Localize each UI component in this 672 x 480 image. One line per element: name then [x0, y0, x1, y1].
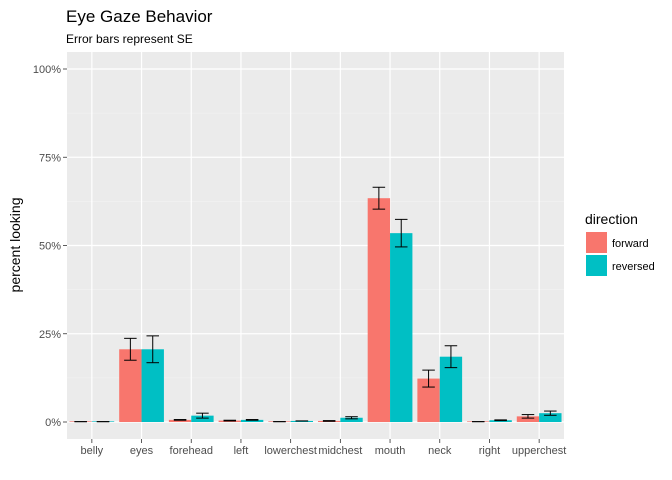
x-tick-label: lowerchest: [264, 445, 317, 457]
y-axis-ticks: 0% 25% 50% 75% 100%: [33, 64, 67, 429]
bar-forward-eyes: [119, 349, 142, 422]
bar-forward-neck: [417, 378, 440, 422]
bar-forward-mouth: [367, 198, 391, 422]
error-bar-reversed-neck: [444, 345, 458, 369]
bar-reversed-mouth: [390, 233, 413, 422]
error-bar-forward-mouth: [372, 186, 386, 210]
x-tick-label: upperchest: [512, 445, 566, 457]
bar-reversed-lowerchest: [290, 420, 314, 422]
bar-forward-upperchest: [516, 416, 540, 422]
bar-reversed-right: [489, 420, 512, 422]
bar-reversed-left: [240, 419, 264, 422]
error-bar-forward-left: [223, 419, 237, 422]
legend-label-forward: forward: [612, 238, 649, 250]
error-bar-forward-eyes: [124, 337, 137, 361]
y-tick-label: 50%: [39, 241, 61, 253]
x-tick-label: midchest: [318, 445, 362, 457]
legend-swatch-reversed: [586, 255, 607, 276]
x-tick-label: eyes: [130, 445, 154, 457]
bar-reversed-midchest: [340, 417, 363, 422]
x-tick-label: right: [479, 445, 500, 457]
error-bar-forward-neck: [422, 369, 435, 388]
error-bar-forward-forehead: [173, 419, 187, 421]
error-bar-forward-midchest: [322, 420, 336, 422]
y-tick-label: 25%: [39, 329, 61, 341]
bar-reversed-forehead: [191, 415, 214, 422]
error-bar-reversed-midchest: [345, 416, 358, 420]
bar-reversed-upperchest: [539, 413, 562, 422]
legend-label-reversed: reversed: [612, 261, 655, 273]
error-bar-reversed-right: [494, 419, 507, 422]
legend: direction forward reversed: [585, 211, 655, 276]
chart-title: Eye Gaze Behavior: [66, 7, 213, 26]
x-tick-label: forehead: [170, 445, 213, 457]
x-axis-ticks: belly eyes forehead left lowerchest midchest m…: [81, 439, 566, 457]
bars: [69, 198, 562, 422]
error-bar-forward-upperchest: [521, 414, 535, 419]
y-tick-label: 75%: [39, 152, 61, 164]
bar-forward-forehead: [168, 419, 192, 422]
error-bar-reversed-forehead: [196, 412, 209, 419]
legend-swatch-forward: [586, 232, 607, 253]
y-tick-label: 0%: [45, 417, 61, 429]
error-bar-reversed-mouth: [394, 218, 408, 248]
legend-items: forward reversed: [586, 232, 655, 276]
x-tick-label: mouth: [375, 445, 406, 457]
legend-title: direction: [585, 211, 638, 227]
error-bar-reversed-left: [245, 419, 259, 421]
bar-reversed-neck: [439, 356, 463, 422]
y-tick-label: 100%: [33, 64, 61, 76]
chart-subtitle: Error bars represent SE: [66, 32, 193, 46]
x-tick-label: belly: [81, 445, 104, 457]
error-bar-reversed-upperchest: [544, 410, 557, 416]
bar-reversed-eyes: [141, 349, 164, 422]
x-tick-label: neck: [428, 445, 452, 457]
error-bar-reversed-eyes: [146, 335, 159, 364]
y-axis-label: percent looking: [7, 198, 23, 293]
x-tick-label: left: [234, 445, 249, 457]
error-bars: [74, 186, 557, 423]
